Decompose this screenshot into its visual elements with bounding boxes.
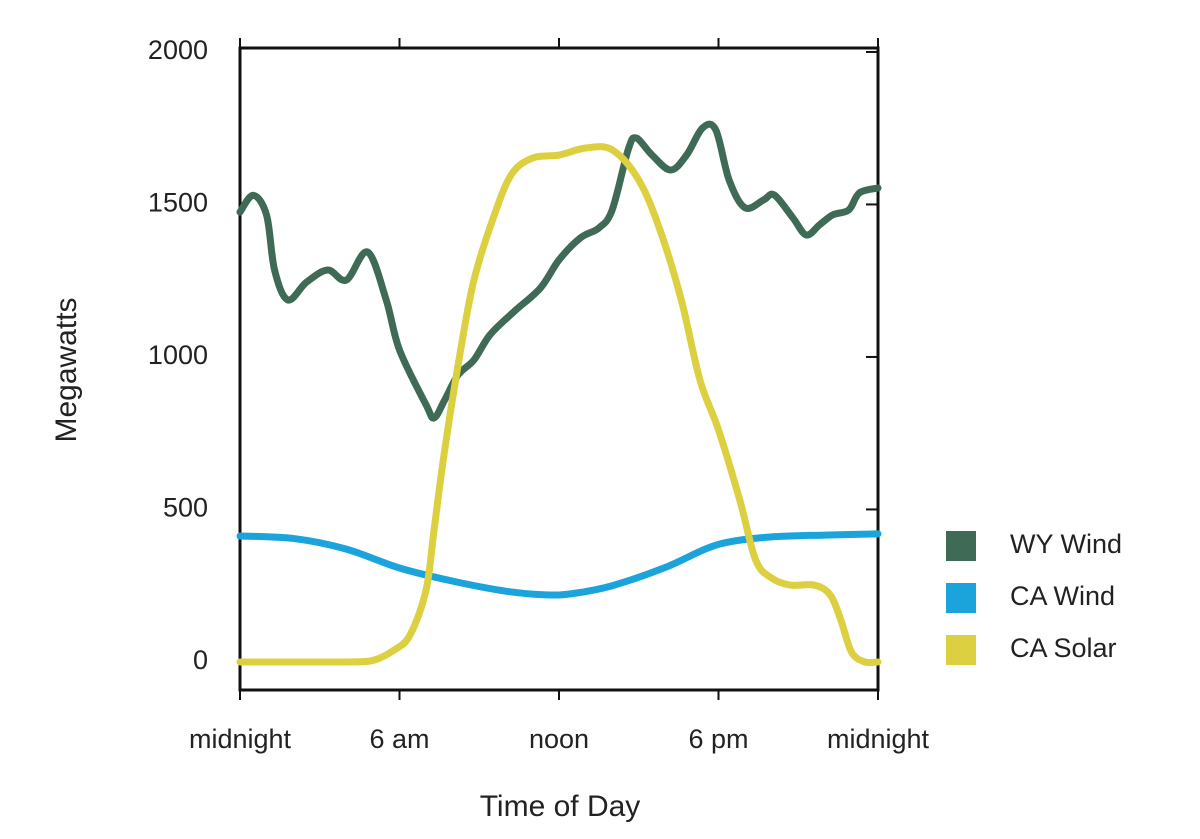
y-tick-label: 1500 <box>148 188 208 218</box>
legend-label: CA Solar <box>1010 633 1117 663</box>
x-tick-label: 6 am <box>369 724 429 754</box>
legend-label: CA Wind <box>1010 581 1115 611</box>
legend-swatch <box>946 583 976 613</box>
x-tick-label: 6 pm <box>688 724 748 754</box>
line-series <box>236 530 882 599</box>
legend-label: WY Wind <box>1010 529 1122 559</box>
x-axis-title: Time of Day <box>480 790 641 823</box>
line-series <box>236 143 882 667</box>
y-axis-title: Megawatts <box>50 297 83 442</box>
y-tick-label: 2000 <box>148 35 208 65</box>
y-tick-label: 0 <box>193 645 208 675</box>
y-tick-label: 1000 <box>148 340 208 370</box>
legend-swatch <box>946 531 976 561</box>
x-tick-label: midnight <box>189 724 292 754</box>
legend-swatch <box>946 635 976 665</box>
x-tick-label: midnight <box>827 724 930 754</box>
y-tick-label: 500 <box>163 493 208 523</box>
x-tick-label: noon <box>529 724 589 754</box>
line-series <box>236 120 882 422</box>
